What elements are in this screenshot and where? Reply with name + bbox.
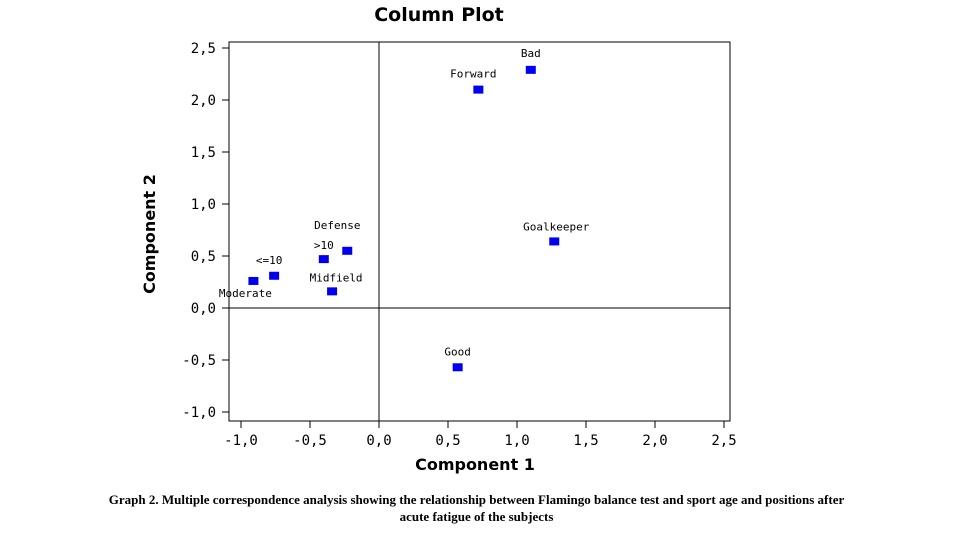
point-marker-moderate: [248, 276, 259, 285]
point-marker-10: [269, 271, 280, 280]
point-label-midfield: Midfield: [310, 271, 363, 284]
x-tick-label: -0,5: [293, 433, 327, 449]
x-axis-label: Component 1: [415, 455, 535, 474]
x-tick-label: 0,0: [366, 433, 391, 449]
x-tick-label: 1,0: [504, 433, 529, 449]
point-label-goalkeeper: Goalkeeper: [523, 220, 590, 233]
point-label-forward: Forward: [450, 68, 496, 81]
y-tick-label: 2,0: [191, 93, 216, 109]
point-marker-forward: [473, 85, 484, 94]
x-tick-label: 0,5: [435, 433, 460, 449]
plot-frame: [228, 41, 731, 422]
point-label-10: <=10: [256, 254, 283, 267]
x-tick-label: -1,0: [224, 433, 258, 449]
y-tick-label: -0,5: [182, 353, 216, 369]
caption-line-1: Graph 2. Multiple correspondence analysi…: [108, 492, 845, 507]
data-points: Bad Forward Goalkeeper Defense >10 <=10 Modera…: [219, 47, 590, 372]
point-label-good: Good: [444, 345, 471, 358]
point-marker-defense: [342, 246, 353, 255]
caption-line-2: acute fatigue of the subjects: [399, 509, 554, 524]
column-plot-chart: Column Plot -1,0 -0,5 0,0 0,5 1,0 1,5 2,0 2,5 2…: [140, 4, 737, 474]
y-axis-ticks: 2,5 2,0 1,5 1,0 0,5 0,0 -0,5 -1,0: [182, 41, 229, 421]
y-axis-label: Component 2: [140, 174, 159, 294]
point-label-bad: Bad: [521, 47, 541, 60]
point-marker-bad: [525, 65, 536, 74]
point-marker-goalkeeper: [549, 237, 560, 246]
x-tick-label: 1,5: [573, 433, 598, 449]
y-tick-label: 0,0: [191, 301, 216, 317]
y-tick-label: 1,5: [191, 145, 216, 161]
figure-caption: Graph 2. Multiple correspondence analysi…: [0, 491, 953, 525]
point-label-10: >10: [314, 239, 334, 252]
point-marker-good: [452, 363, 463, 372]
x-axis-ticks: -1,0 -0,5 0,0 0,5 1,0 1,5 2,0 2,5: [224, 421, 737, 449]
x-tick-label: 2,0: [642, 433, 667, 449]
point-marker-10: [318, 255, 329, 264]
chart-title: Column Plot: [374, 4, 504, 26]
y-tick-label: 2,5: [191, 41, 216, 57]
x-tick-label: 2,5: [711, 433, 736, 449]
point-label-defense: Defense: [314, 219, 360, 232]
y-tick-label: -1,0: [182, 405, 216, 421]
point-label-moderate: Moderate: [219, 287, 272, 300]
y-tick-label: 0,5: [191, 249, 216, 265]
y-tick-label: 1,0: [191, 197, 216, 213]
point-marker-midfield: [327, 287, 338, 296]
